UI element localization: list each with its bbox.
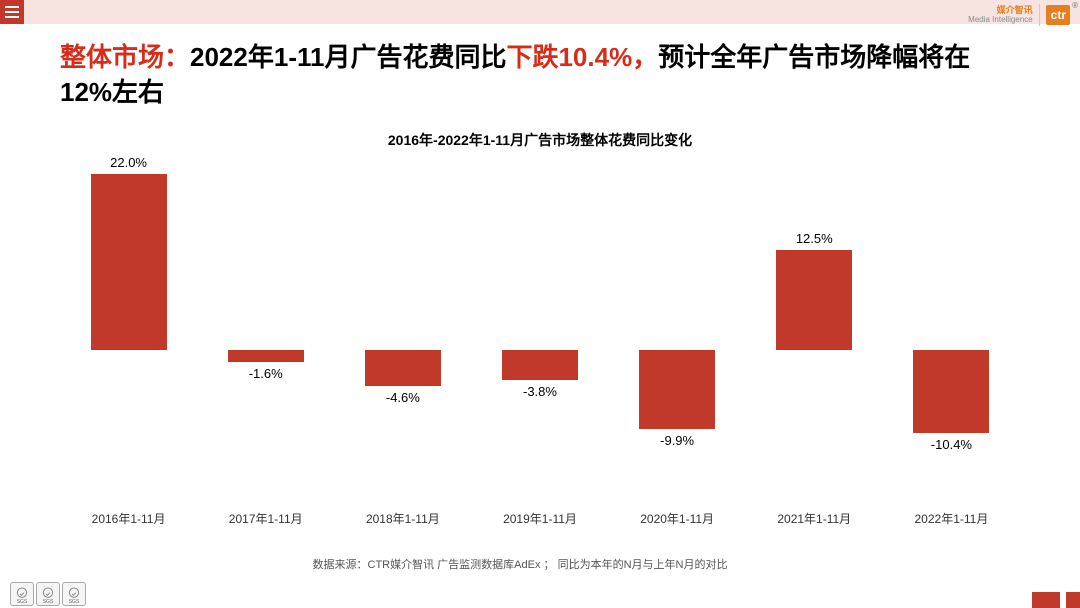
x-axis-label: 2020年1-11月 xyxy=(609,510,746,527)
brand-logo: 媒介智讯 Media Intelligence ctr ® xyxy=(968,4,1070,26)
bar-rect xyxy=(639,350,715,429)
footer: SGS SGS SGS xyxy=(0,572,1080,608)
x-axis-labels: 2016年1-11月2017年1-11月2018年1-11月2019年1-11月… xyxy=(60,510,1020,527)
bars-row: 22.0% -1.6% -4.6% -3.8% -9.9% 12.5% -10.4% xyxy=(60,168,1020,498)
bar-value-label: -10.4% xyxy=(931,437,972,452)
bar-rect xyxy=(91,174,167,350)
title-seg2-red: 下跌10.4%， xyxy=(506,42,658,72)
bar-rect xyxy=(776,250,852,350)
bar-rect xyxy=(913,350,989,433)
title-seg1: 2022年1-11月广告花费同比 xyxy=(190,42,506,72)
bar-cell: 12.5% xyxy=(746,168,883,498)
bar-cell: 22.0% xyxy=(60,168,197,498)
title-prefix-red: 整体市场： xyxy=(60,42,190,72)
bar-cell: -1.6% xyxy=(197,168,334,498)
hamburger-menu-icon[interactable] xyxy=(0,0,24,24)
bar-cell: -3.8% xyxy=(471,168,608,498)
x-axis-label: 2019年1-11月 xyxy=(471,510,608,527)
chart-area: 2016年-2022年1-11月广告市场整体花费同比变化 22.0% -1.6% -… xyxy=(60,130,1020,548)
bar-value-label: 12.5% xyxy=(796,231,833,246)
x-axis-label: 2022年1-11月 xyxy=(883,510,1020,527)
x-axis-label: 2017年1-11月 xyxy=(197,510,334,527)
bar-cell: -10.4% xyxy=(883,168,1020,498)
cert-badges: SGS SGS SGS xyxy=(10,582,86,606)
x-axis-label: 2018年1-11月 xyxy=(334,510,471,527)
bar-rect xyxy=(502,350,578,380)
bar-value-label: 22.0% xyxy=(110,155,147,170)
top-bar xyxy=(0,0,1080,24)
x-axis-label: 2016年1-11月 xyxy=(60,510,197,527)
page-title: 整体市场：2022年1-11月广告花费同比下跌10.4%，预计全年广告市场降幅将… xyxy=(60,40,1020,110)
bar-value-label: -9.9% xyxy=(660,433,694,448)
footer-red-block xyxy=(1032,592,1060,608)
bar-value-label: -1.6% xyxy=(249,366,283,381)
chart-title: 2016年-2022年1-11月广告市场整体花费同比变化 xyxy=(60,130,1020,150)
sgs-badge-icon: SGS xyxy=(10,582,34,606)
bar-value-label: -3.8% xyxy=(523,384,557,399)
footer-red-blocks xyxy=(1032,592,1080,608)
bar-rect xyxy=(228,350,304,363)
sgs-badge-icon: SGS xyxy=(62,582,86,606)
footer-red-block xyxy=(1066,592,1080,608)
logo-divider xyxy=(1039,4,1040,26)
bar-cell: -4.6% xyxy=(334,168,471,498)
bar-cell: -9.9% xyxy=(609,168,746,498)
bar-value-label: -4.6% xyxy=(386,390,420,405)
x-axis-label: 2021年1-11月 xyxy=(746,510,883,527)
bar-rect xyxy=(365,350,441,387)
brand-badge: ctr ® xyxy=(1046,5,1070,25)
brand-en: Media Intelligence xyxy=(968,16,1032,25)
data-source-note: 数据来源：CTR媒介智讯 广告监测数据库AdEx ； 同比为本年的N月与上年N月… xyxy=(0,556,1080,572)
sgs-badge-icon: SGS xyxy=(36,582,60,606)
